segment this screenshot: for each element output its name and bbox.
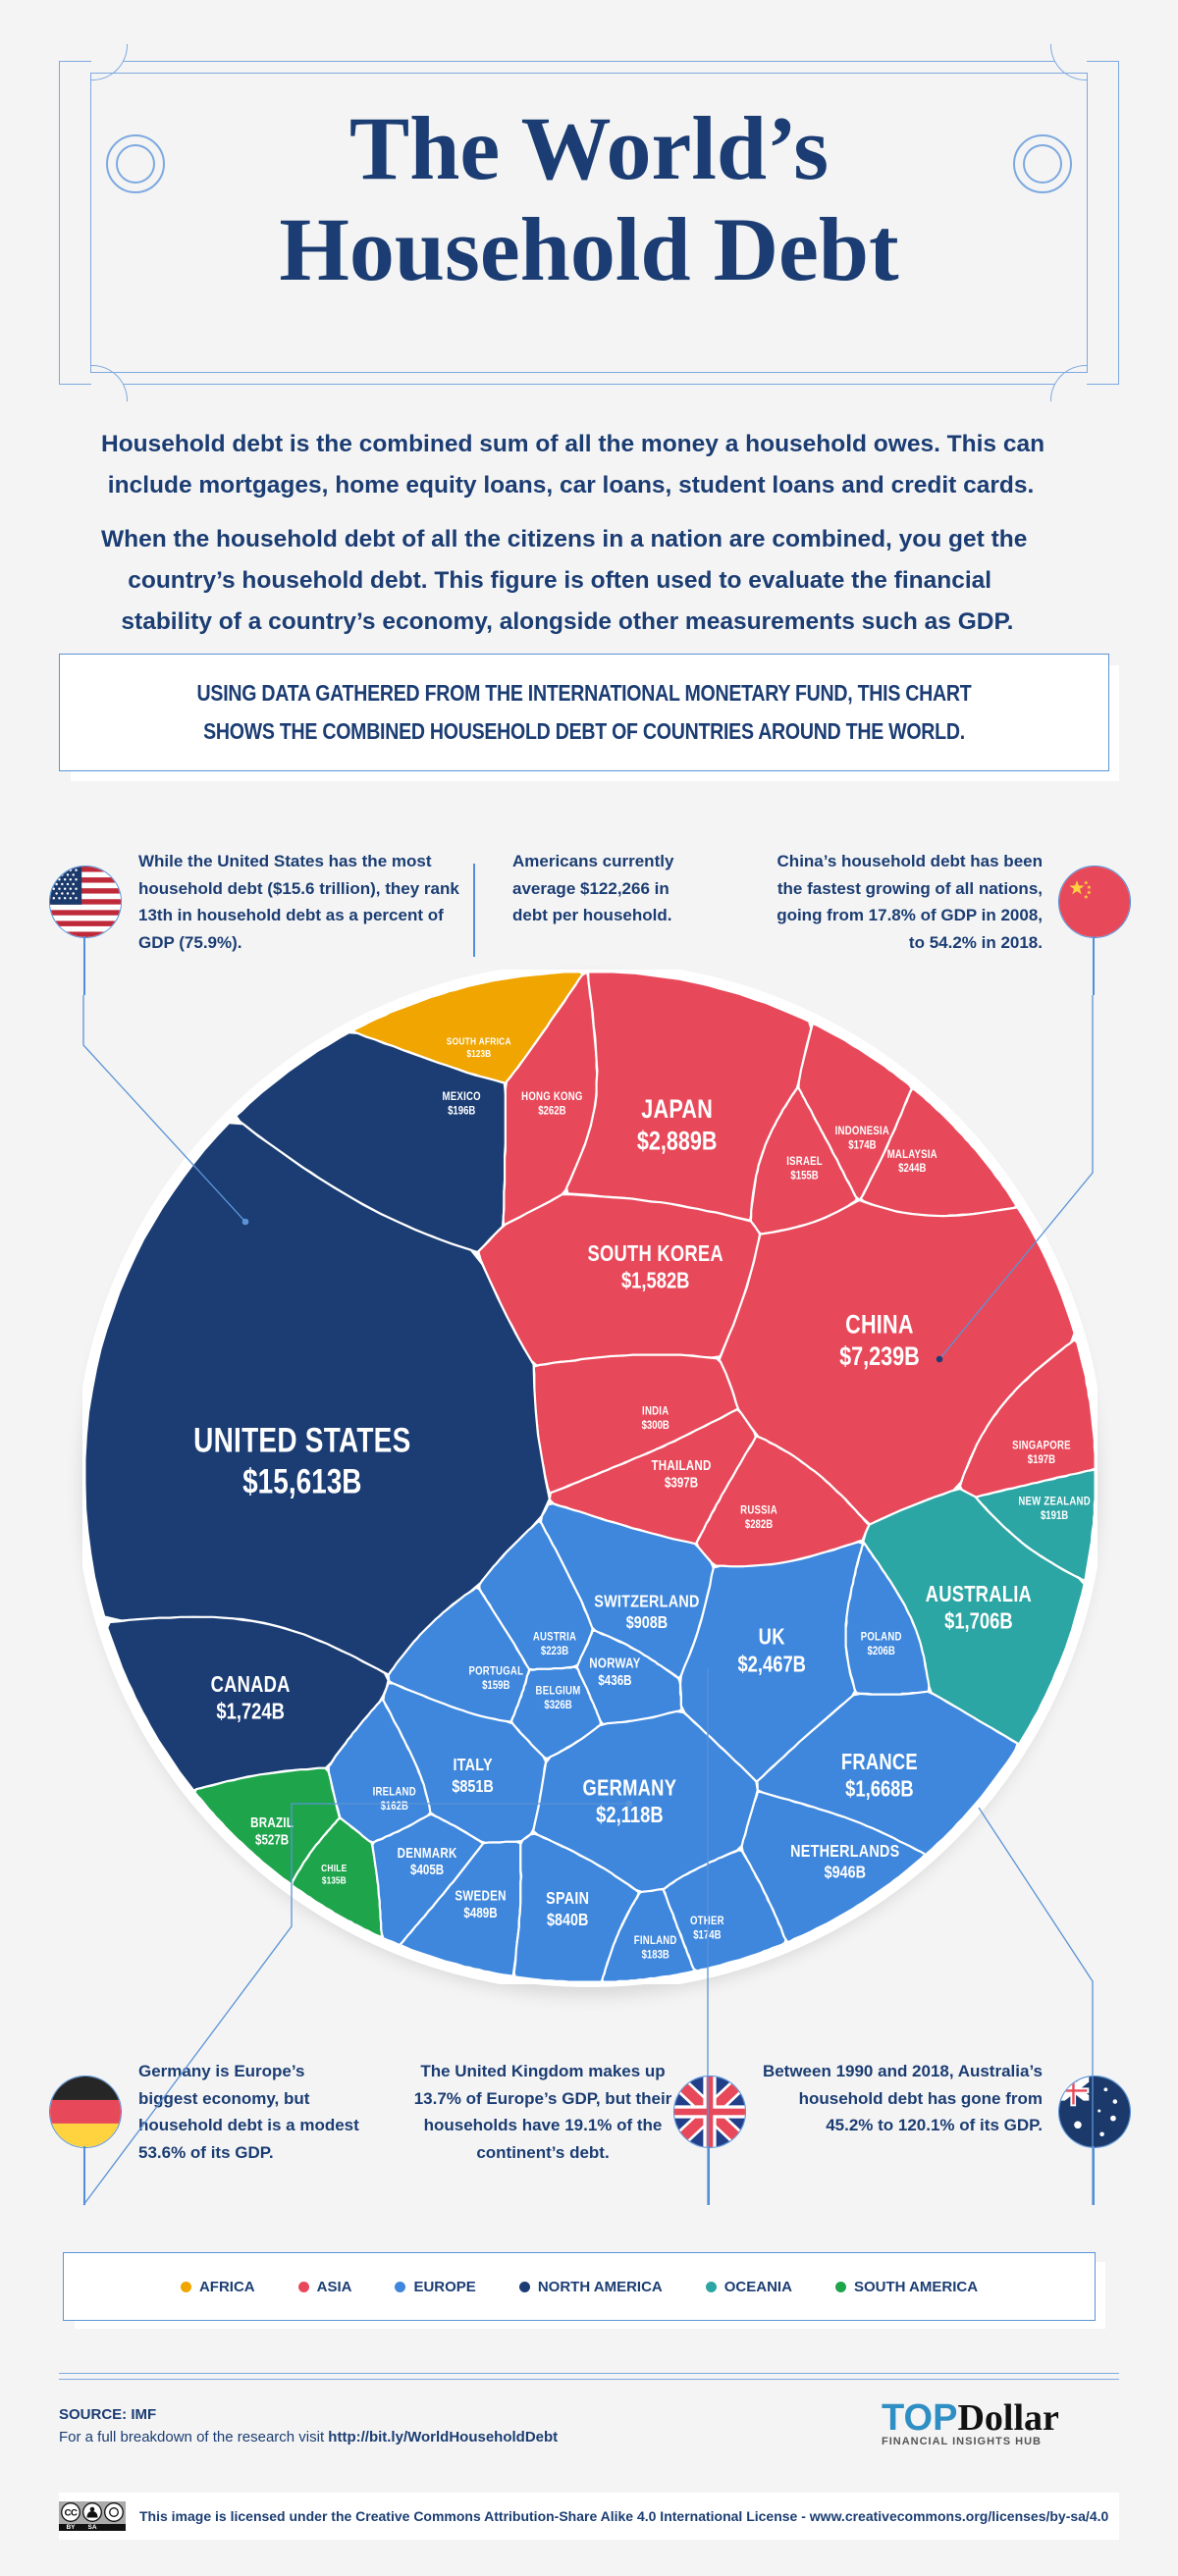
svg-text:ISRAEL: ISRAEL: [786, 1155, 823, 1168]
svg-text:$162B: $162B: [381, 1800, 408, 1813]
svg-text:BY: BY: [66, 2524, 76, 2531]
svg-text:INDIA: INDIA: [642, 1404, 669, 1417]
svg-text:AUSTRIA: AUSTRIA: [533, 1630, 576, 1643]
svg-text:FRANCE: FRANCE: [841, 1750, 918, 1774]
svg-text:$908B: $908B: [626, 1613, 669, 1633]
svg-text:JAPAN: JAPAN: [641, 1095, 713, 1125]
svg-text:$183B: $183B: [642, 1949, 669, 1962]
svg-text:$489B: $489B: [463, 1905, 497, 1921]
svg-text:$282B: $282B: [745, 1518, 773, 1531]
svg-text:HONG KONG: HONG KONG: [521, 1090, 582, 1103]
svg-text:SOUTH AFRICA: SOUTH AFRICA: [447, 1036, 511, 1048]
svg-text:GERMANY: GERMANY: [583, 1775, 677, 1800]
svg-text:$197B: $197B: [1028, 1453, 1055, 1466]
svg-text:RUSSIA: RUSSIA: [740, 1503, 777, 1516]
svg-text:$1,724B: $1,724B: [216, 1700, 285, 1724]
svg-text:THAILAND: THAILAND: [651, 1457, 711, 1474]
svg-text:$2,467B: $2,467B: [737, 1652, 806, 1676]
svg-text:$326B: $326B: [544, 1699, 571, 1711]
svg-text:SWEDEN: SWEDEN: [455, 1887, 506, 1904]
svg-text:UK: UK: [759, 1625, 785, 1650]
svg-text:$436B: $436B: [598, 1672, 631, 1689]
svg-text:$7,239B: $7,239B: [839, 1342, 920, 1372]
svg-text:$300B: $300B: [642, 1419, 669, 1432]
svg-text:BRAZIL: BRAZIL: [250, 1814, 294, 1831]
svg-text:$159B: $159B: [482, 1679, 509, 1692]
svg-text:POLAND: POLAND: [861, 1630, 902, 1643]
svg-text:$196B: $196B: [448, 1105, 475, 1118]
svg-text:CHILE: CHILE: [321, 1863, 347, 1874]
svg-text:NEW ZEALAND: NEW ZEALAND: [1018, 1496, 1091, 1508]
svg-text:DENMARK: DENMARK: [398, 1845, 457, 1862]
svg-text:$2,118B: $2,118B: [596, 1803, 664, 1827]
svg-text:INDONESIA: INDONESIA: [835, 1125, 889, 1137]
svg-text:PORTUGAL: PORTUGAL: [468, 1665, 523, 1678]
svg-text:SPAIN: SPAIN: [546, 1889, 589, 1909]
svg-text:SINGAPORE: SINGAPORE: [1012, 1440, 1071, 1452]
svg-text:$405B: $405B: [410, 1862, 444, 1878]
svg-text:$2,889B: $2,889B: [637, 1127, 718, 1156]
svg-text:SWITZERLAND: SWITZERLAND: [594, 1592, 699, 1611]
svg-text:CANADA: CANADA: [211, 1672, 291, 1697]
svg-text:SOUTH KOREA: SOUTH KOREA: [587, 1241, 723, 1266]
svg-text:$262B: $262B: [538, 1105, 565, 1118]
svg-text:MALAYSIA: MALAYSIA: [887, 1148, 937, 1161]
svg-text:$1,582B: $1,582B: [621, 1269, 690, 1293]
svg-text:$397B: $397B: [665, 1474, 698, 1491]
svg-text:FINLAND: FINLAND: [634, 1934, 677, 1947]
svg-text:$1,706B: $1,706B: [944, 1609, 1013, 1634]
svg-text:$851B: $851B: [452, 1776, 494, 1796]
svg-text:SA: SA: [87, 2524, 96, 2531]
svg-text:$15,613B: $15,613B: [242, 1462, 361, 1501]
svg-text:UNITED STATES: UNITED STATES: [193, 1421, 410, 1460]
svg-text:$206B: $206B: [868, 1645, 895, 1657]
svg-text:$840B: $840B: [547, 1910, 589, 1929]
svg-text:$527B: $527B: [255, 1831, 289, 1848]
svg-text:$946B: $946B: [825, 1863, 867, 1882]
svg-text:$174B: $174B: [693, 1929, 721, 1942]
svg-text:OTHER: OTHER: [690, 1915, 724, 1927]
svg-text:NORWAY: NORWAY: [589, 1655, 640, 1671]
svg-text:$174B: $174B: [848, 1139, 876, 1152]
svg-text:BELGIUM: BELGIUM: [536, 1685, 581, 1698]
svg-text:$135B: $135B: [322, 1875, 347, 1887]
svg-text:$1,668B: $1,668B: [845, 1777, 914, 1802]
svg-text:IRELAND: IRELAND: [373, 1785, 416, 1798]
svg-text:NETHERLANDS: NETHERLANDS: [790, 1842, 899, 1862]
svg-text:CHINA: CHINA: [845, 1310, 914, 1340]
svg-text:$223B: $223B: [541, 1645, 568, 1657]
svg-text:$155B: $155B: [790, 1169, 818, 1182]
svg-text:ITALY: ITALY: [453, 1756, 492, 1775]
svg-text:$244B: $244B: [898, 1162, 926, 1175]
svg-text:AUSTRALIA: AUSTRALIA: [926, 1582, 1032, 1606]
svg-text:$123B: $123B: [466, 1048, 491, 1060]
svg-text:MEXICO: MEXICO: [443, 1090, 481, 1103]
svg-text:CC: CC: [65, 2508, 78, 2519]
svg-text:$191B: $191B: [1041, 1509, 1068, 1522]
